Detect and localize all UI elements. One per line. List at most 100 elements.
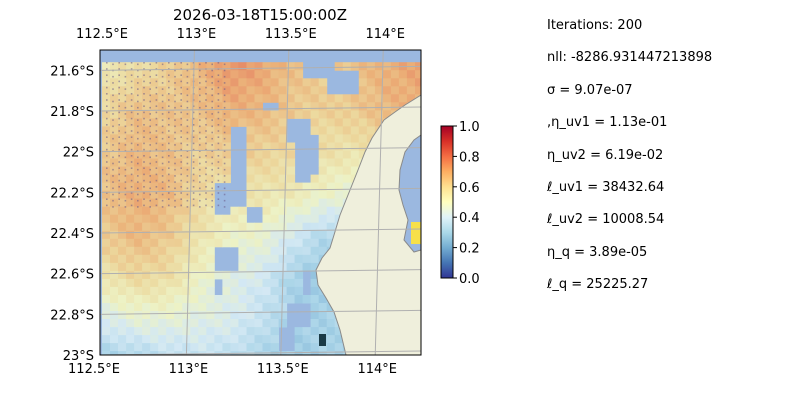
arrow-dot bbox=[155, 99, 158, 101]
field-cell bbox=[350, 134, 360, 143]
field-cell bbox=[238, 102, 247, 111]
field-cell bbox=[286, 270, 296, 280]
field-cell bbox=[198, 311, 207, 320]
arrow-dot bbox=[186, 162, 189, 165]
field-cell bbox=[318, 238, 328, 248]
field-cell bbox=[142, 327, 151, 336]
field-cell bbox=[230, 327, 239, 336]
field-cell bbox=[150, 351, 159, 355]
field-cell bbox=[190, 238, 199, 248]
field-cell bbox=[166, 246, 175, 256]
arrow-dot bbox=[205, 117, 207, 120]
field-cell bbox=[110, 78, 119, 87]
field-cell bbox=[126, 94, 135, 103]
arrow-dot bbox=[112, 206, 114, 208]
field-cell bbox=[310, 126, 320, 135]
arrow-dot bbox=[174, 75, 176, 78]
arrow-dot bbox=[155, 167, 158, 169]
field-cell bbox=[270, 230, 279, 240]
field-cell bbox=[174, 190, 183, 200]
field-cell bbox=[102, 142, 111, 151]
field-cell bbox=[334, 94, 344, 103]
field-cell bbox=[318, 174, 328, 184]
parallel-line bbox=[100, 147, 421, 153]
field-cell bbox=[230, 206, 239, 216]
field-cell bbox=[190, 214, 199, 224]
arrow-dot bbox=[217, 198, 220, 200]
dark-cell bbox=[319, 334, 326, 346]
arrow-dot bbox=[199, 69, 201, 72]
field-cell bbox=[158, 327, 167, 336]
field-cell bbox=[238, 238, 247, 248]
field-cell bbox=[110, 262, 119, 272]
field-cell bbox=[102, 150, 111, 159]
field-cell bbox=[318, 214, 328, 224]
field-cell bbox=[102, 343, 111, 352]
field-cell bbox=[110, 110, 119, 119]
y-tick-label: 21.6°S bbox=[50, 64, 94, 79]
arrow-dot bbox=[186, 119, 189, 121]
field-cell bbox=[150, 86, 159, 95]
field-cell bbox=[222, 102, 231, 111]
field-cell bbox=[222, 78, 231, 87]
field-cell bbox=[150, 126, 159, 135]
arrow-dot bbox=[106, 68, 108, 70]
arrow-dot bbox=[205, 86, 207, 89]
x-tick-label-bottom: 113°E bbox=[169, 362, 209, 377]
arrow-dot bbox=[137, 94, 139, 97]
field-cell bbox=[302, 198, 312, 208]
arrow-dot bbox=[217, 136, 220, 138]
arrow-dot bbox=[143, 198, 145, 200]
field-cell bbox=[334, 118, 344, 127]
field-cell bbox=[118, 102, 127, 111]
field-cell bbox=[342, 126, 352, 135]
field-cell bbox=[358, 126, 368, 135]
field-cell bbox=[278, 319, 288, 328]
arrow-dot bbox=[186, 88, 189, 90]
field-cell bbox=[310, 182, 320, 192]
field-cell bbox=[134, 335, 143, 344]
arrow-dot bbox=[199, 150, 201, 152]
field-cell bbox=[286, 62, 296, 71]
arrow-dot bbox=[161, 94, 164, 97]
field-cell bbox=[198, 110, 207, 119]
arrow-dot bbox=[186, 125, 189, 128]
arrow-dot bbox=[161, 82, 164, 84]
field-cell bbox=[286, 262, 296, 272]
arrow-dot bbox=[106, 155, 108, 157]
field-cell bbox=[230, 311, 239, 320]
field-cell bbox=[270, 270, 279, 280]
field-cell bbox=[270, 190, 279, 200]
field-cell bbox=[310, 246, 320, 256]
arrow-dot bbox=[124, 187, 127, 190]
field-cell bbox=[302, 335, 312, 344]
arrow-dot bbox=[130, 124, 133, 126]
field-cell bbox=[238, 214, 247, 224]
arrow-dot bbox=[143, 204, 145, 207]
arrow-dot bbox=[149, 100, 151, 103]
field-cell bbox=[158, 70, 167, 79]
field-cell bbox=[166, 311, 175, 320]
field-cell bbox=[310, 335, 320, 344]
field-cell bbox=[366, 86, 376, 95]
arrow-dot bbox=[186, 156, 189, 159]
arrow-dot bbox=[130, 167, 133, 169]
arrow-dot bbox=[106, 74, 108, 76]
field-cell bbox=[222, 158, 231, 167]
field-cell bbox=[174, 327, 183, 336]
field-cell bbox=[238, 286, 247, 296]
field-cell bbox=[366, 78, 376, 87]
field-cell bbox=[174, 126, 183, 135]
field-cell bbox=[270, 118, 279, 127]
arrow-dot bbox=[161, 119, 164, 121]
arrow-dot bbox=[161, 137, 164, 140]
field-cell bbox=[318, 134, 328, 143]
field-cell bbox=[174, 142, 183, 151]
field-cell bbox=[198, 198, 207, 208]
arrow-dot bbox=[168, 173, 170, 176]
field-cell bbox=[150, 174, 159, 184]
field-cell bbox=[214, 303, 223, 312]
field-cell bbox=[166, 286, 175, 296]
field-cell bbox=[270, 198, 279, 208]
field-cell bbox=[134, 246, 143, 256]
